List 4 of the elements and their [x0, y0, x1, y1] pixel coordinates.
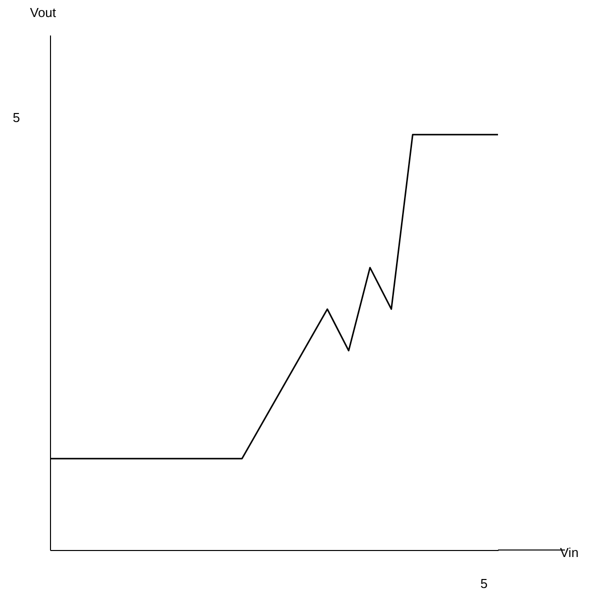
text: Vin	[560, 545, 579, 560]
text: Vout	[30, 5, 56, 20]
text: 5	[480, 576, 488, 591]
text: 5	[12, 110, 20, 125]
